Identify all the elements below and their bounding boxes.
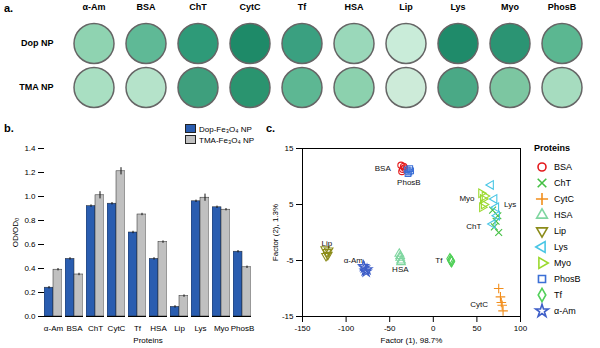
html-text:Dop-Fe₃O₄ NP: Dop-Fe₃O₄ NP [199,125,252,134]
svg-text:0.6: 0.6 [24,240,36,249]
svg-text:1.0: 1.0 [24,192,36,201]
svg-text:α-Am: α-Am [44,324,64,333]
svg-text:CytC: CytC [554,194,575,204]
svg-text:-100: -100 [338,324,355,333]
svg-text:0.8: 0.8 [24,216,36,225]
svg-text:-15: -15 [282,312,294,321]
svg-text:15: 15 [285,144,294,153]
svg-text:BSA: BSA [554,162,572,172]
svg-text:1.2: 1.2 [24,168,36,177]
svg-text:0: 0 [431,324,436,333]
svg-text:Proteins: Proteins [133,336,162,345]
svg-text:Proteins: Proteins [534,143,570,153]
svg-text:BSA: BSA [136,2,156,12]
svg-text:100: 100 [514,324,528,333]
svg-text:Tf: Tf [134,324,142,333]
svg-text:CytC: CytC [108,324,126,333]
svg-text:CytC: CytC [470,300,488,309]
svg-text:TMA NP: TMA NP [19,82,53,92]
svg-text:α-Am: α-Am [82,2,105,12]
svg-text:Tf: Tf [435,256,443,265]
html-text:c.: c. [266,122,276,134]
svg-text:BSA: BSA [375,164,392,173]
svg-text:Lys: Lys [504,200,516,209]
svg-text:Lip: Lip [554,226,566,236]
svg-text:Dop NP: Dop NP [21,38,54,48]
svg-text:Factor (2), 1.3%: Factor (2), 1.3% [271,204,280,261]
svg-text:HSA: HSA [554,210,573,220]
svg-text:Myo: Myo [214,324,230,333]
svg-text:0.2: 0.2 [24,288,36,297]
svg-text:Myo: Myo [554,258,571,268]
svg-text:-5: -5 [286,256,294,265]
svg-text:BSA: BSA [66,324,83,333]
svg-text:PhosB: PhosB [397,178,421,187]
svg-text:ChT: ChT [466,222,481,231]
svg-text:α-Am: α-Am [344,256,364,265]
svg-text:PhosB: PhosB [554,274,581,284]
svg-text:OD/OD₀: OD/OD₀ [11,218,20,248]
html-text:b.: b. [4,122,14,134]
svg-text:-50: -50 [384,324,396,333]
svg-text:-150: -150 [294,324,311,333]
svg-text:Lip: Lip [399,2,413,12]
svg-text:Lys: Lys [194,324,206,333]
svg-text:0.4: 0.4 [24,264,36,273]
svg-text:Factor (1), 98.7%: Factor (1), 98.7% [381,336,443,345]
svg-text:PhosB: PhosB [231,324,255,333]
svg-text:CytC: CytC [239,2,261,12]
svg-text:Tf: Tf [298,2,307,12]
svg-text:ChT: ChT [189,2,207,12]
html-text:a.: a. [4,2,14,14]
svg-text:Myo: Myo [501,2,520,12]
svg-text:Tf: Tf [554,290,562,300]
svg-text:0.0: 0.0 [24,312,36,321]
svg-text:HSA: HSA [392,265,409,274]
svg-text:1.4: 1.4 [24,144,36,153]
svg-text:Lys: Lys [554,242,568,252]
svg-text:Lip: Lip [174,324,185,333]
svg-text:50: 50 [472,324,481,333]
html-text:TMA-Fe₃O₄ NP: TMA-Fe₃O₄ NP [199,136,254,145]
svg-text:HSA: HSA [344,2,364,12]
svg-text:ChT: ChT [554,178,572,188]
svg-text:PhosB: PhosB [548,2,577,12]
svg-text:ChT: ChT [88,324,103,333]
svg-text:Myo: Myo [459,194,475,203]
svg-text:α-Am: α-Am [554,306,576,316]
svg-text:HSA: HSA [150,324,167,333]
svg-text:Lip: Lip [322,239,333,248]
svg-text:5: 5 [289,200,294,209]
svg-text:Lys: Lys [450,2,465,12]
